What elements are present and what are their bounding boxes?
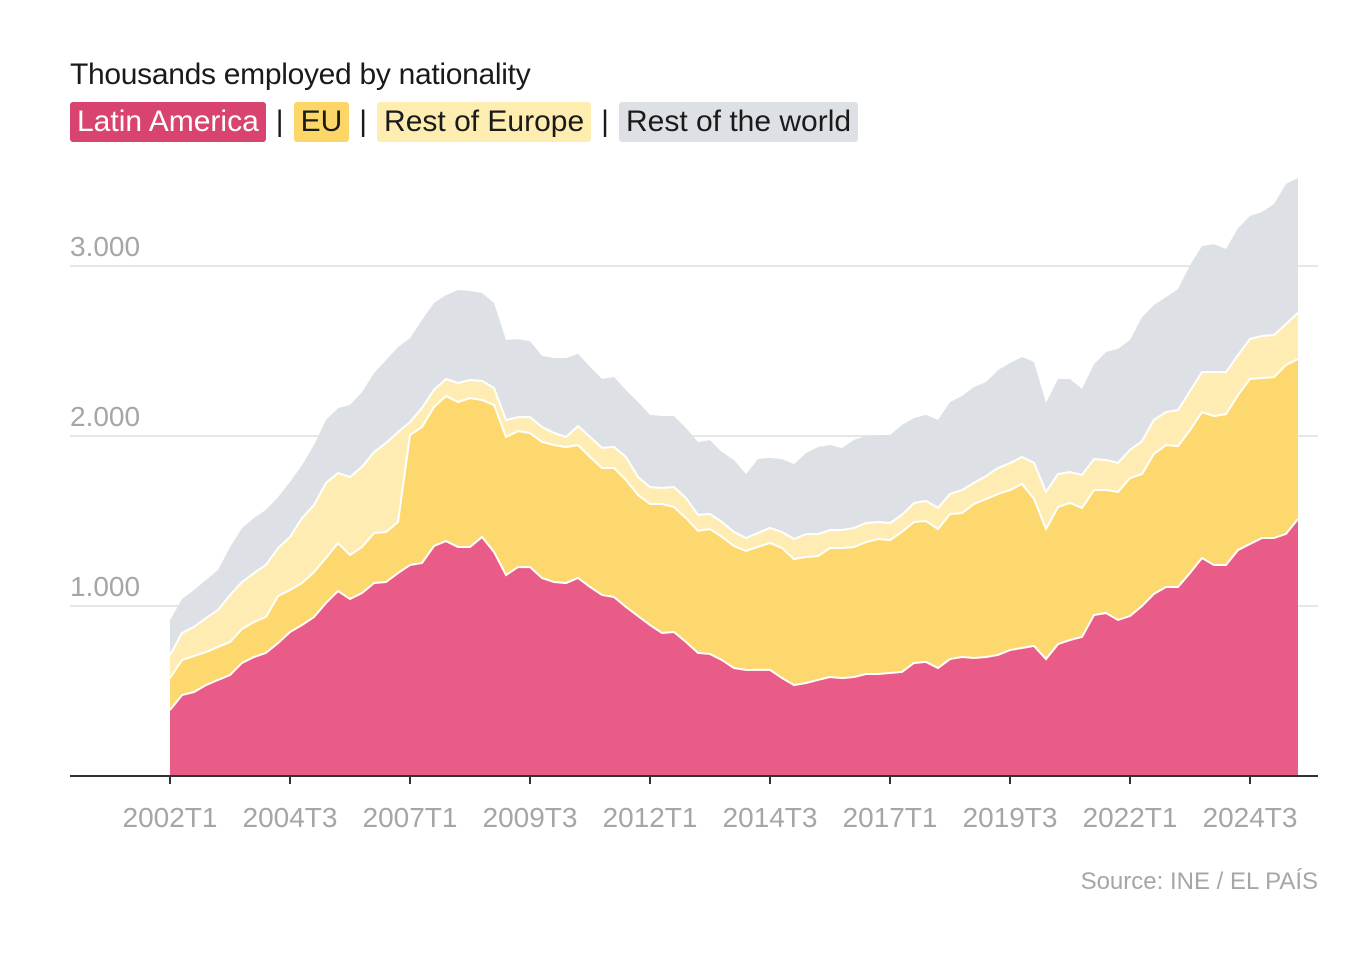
- legend-rest-of-europe: Rest of Europe: [377, 102, 592, 142]
- x-tick-label: 2024T3: [1203, 802, 1298, 833]
- x-tick-label: 2014T3: [723, 802, 818, 833]
- y-tick-label: 1.000: [70, 571, 140, 602]
- area-eu: [170, 358, 1298, 711]
- legend-eu: EU: [293, 102, 350, 142]
- area-latin-america: [170, 518, 1298, 776]
- y-axis-labels: 1.000 2.000 3.000: [70, 231, 140, 602]
- source-note: Source: INE / EL PAÍS: [1080, 868, 1318, 895]
- x-tick-label: 2007T1: [363, 802, 458, 833]
- y-tick-label: 2.000: [70, 401, 140, 432]
- x-tick-label: 2012T1: [603, 802, 698, 833]
- legend-latin-america: Latin America: [70, 102, 266, 142]
- legend-rest-of-world: Rest of the world: [618, 102, 859, 142]
- x-tick-label: 2009T3: [483, 802, 578, 833]
- chart-title: Thousands employed by nationality: [70, 58, 531, 91]
- boundary-line-0: [169, 518, 1299, 711]
- legend-separator: |: [359, 105, 368, 138]
- x-axis: 2002T1 2004T3 2007T1 2009T3 2012T1 2014T3 2017…: [70, 775, 1318, 833]
- legend: Latin America | EU | Rest of Europe | Re…: [70, 102, 859, 142]
- x-tick-label: 2002T1: [123, 802, 218, 833]
- area-layers: [170, 177, 1298, 776]
- x-tick-label: 2004T3: [243, 802, 338, 833]
- boundary-lines: [169, 312, 1299, 711]
- x-tick-label: 2022T1: [1083, 802, 1178, 833]
- legend-separator: |: [601, 105, 609, 138]
- legend-separator: |: [275, 105, 284, 138]
- area-rest-of-europe: [170, 312, 1298, 679]
- area-rest-of-the-world: [170, 177, 1298, 656]
- y-tick-label: 3.000: [70, 231, 140, 262]
- boundary-line-2: [169, 312, 1299, 656]
- x-tick-label: 2019T3: [963, 802, 1058, 833]
- x-tick-label: 2017T1: [843, 802, 938, 833]
- boundary-line-1: [169, 358, 1299, 679]
